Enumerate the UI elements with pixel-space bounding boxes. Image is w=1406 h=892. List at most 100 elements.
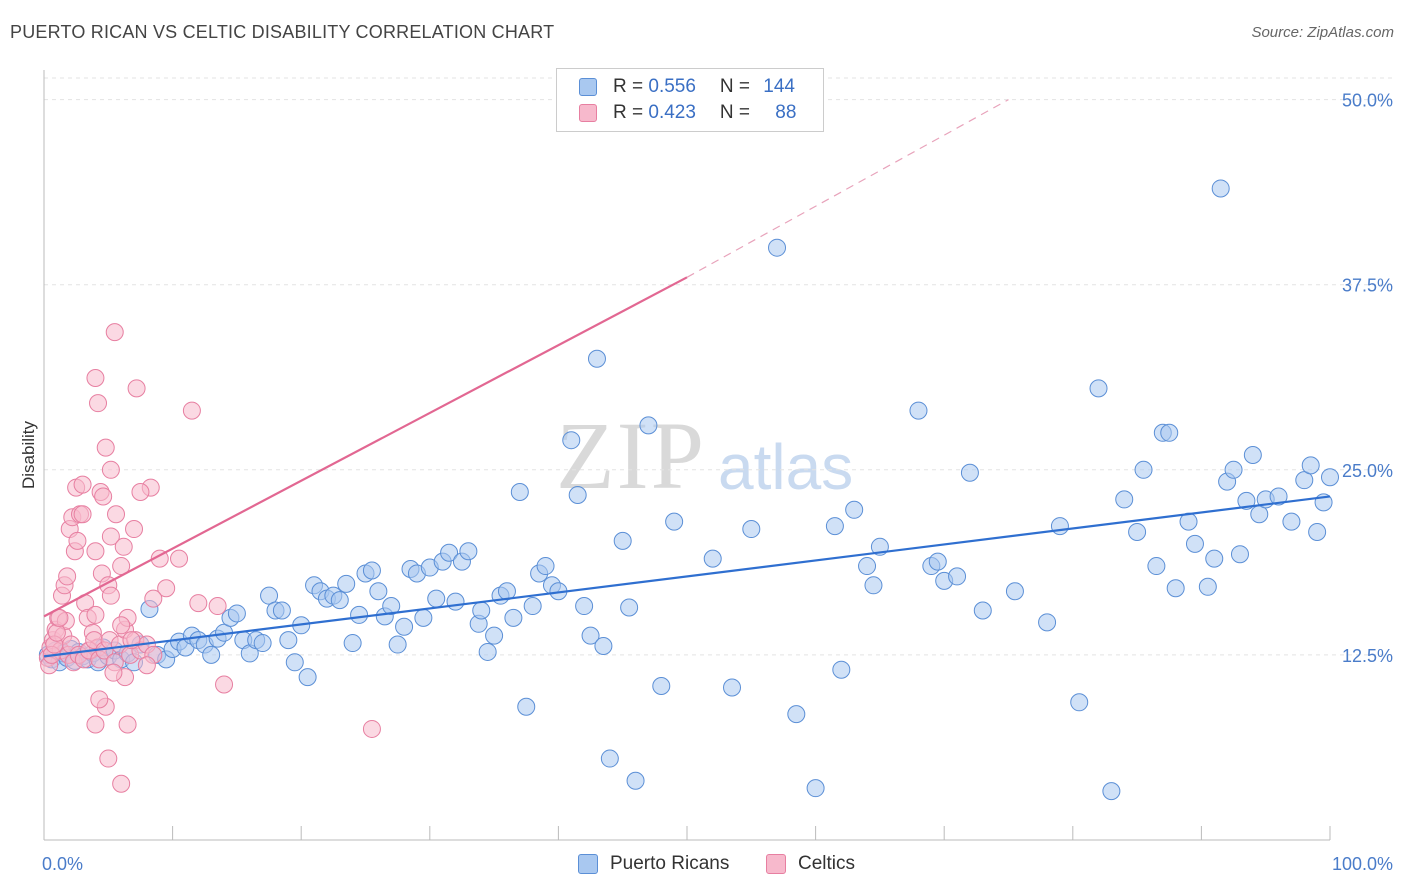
bottom-legend-celtics: Celtics xyxy=(766,851,855,877)
point-puerto-rican xyxy=(260,586,279,605)
point-puerto-rican xyxy=(279,631,298,650)
point-puerto-rican xyxy=(253,634,272,653)
point-puerto-rican xyxy=(427,589,446,608)
point-celtic xyxy=(157,579,176,598)
point-puerto-rican xyxy=(272,601,291,620)
watermark-atlas: atlas xyxy=(718,431,854,503)
point-puerto-rican xyxy=(639,416,658,435)
point-puerto-rican xyxy=(459,542,478,561)
point-puerto-rican xyxy=(395,617,414,636)
point-puerto-rican xyxy=(523,597,542,616)
legend-n-label: N = xyxy=(719,102,756,123)
point-puerto-rican xyxy=(652,677,671,695)
point-puerto-rican xyxy=(517,697,536,716)
bottom-legend-label: Celtics xyxy=(798,853,856,874)
point-puerto-rican xyxy=(575,597,594,616)
point-puerto-rican xyxy=(536,557,555,576)
bottom-legend-label: Puerto Ricans xyxy=(610,853,730,874)
legend-n-label: N = xyxy=(719,76,756,97)
point-celtic xyxy=(125,520,144,539)
point-celtic xyxy=(131,483,150,502)
point-puerto-rican xyxy=(485,626,504,645)
point-puerto-rican xyxy=(787,705,806,724)
point-puerto-rican xyxy=(1301,456,1320,475)
point-puerto-rican xyxy=(202,645,221,664)
point-celtic xyxy=(215,675,234,694)
legend-r-value: 0.556 xyxy=(648,76,696,97)
point-puerto-rican xyxy=(446,592,465,611)
legend-row-puerto-ricans: R = 0.556 N = 144 xyxy=(579,75,795,99)
point-puerto-rican xyxy=(723,678,742,697)
legend-swatch-celtics xyxy=(579,104,597,122)
point-puerto-rican xyxy=(510,483,529,502)
point-puerto-rican xyxy=(1115,490,1134,509)
point-puerto-rican xyxy=(1243,446,1262,464)
chart-title: PUERTO RICAN VS CELTIC DISABILITY CORREL… xyxy=(10,22,555,42)
point-puerto-rican xyxy=(948,567,967,586)
point-puerto-rican xyxy=(1295,471,1314,490)
point-puerto-rican xyxy=(1198,577,1217,596)
point-puerto-rican xyxy=(858,557,877,576)
point-puerto-rican xyxy=(960,463,979,482)
point-celtic xyxy=(86,715,105,734)
point-puerto-rican xyxy=(1128,523,1147,541)
legend-r-label: R = xyxy=(613,76,649,97)
point-celtic xyxy=(362,719,381,738)
point-puerto-rican xyxy=(1147,557,1166,576)
point-puerto-rican xyxy=(1070,693,1089,712)
y-axis-label: Disability xyxy=(19,420,38,489)
point-puerto-rican xyxy=(330,591,349,610)
point-celtic xyxy=(89,394,108,413)
point-puerto-rican xyxy=(1308,523,1327,541)
point-puerto-rican xyxy=(1237,491,1256,510)
point-puerto-rican xyxy=(227,604,246,623)
point-celtic xyxy=(208,597,227,616)
point-puerto-rican xyxy=(298,668,317,687)
point-puerto-rican xyxy=(1050,517,1069,536)
point-celtic xyxy=(96,438,115,457)
stats-legend: R = 0.556 N = 144 R = 0.423 N = 88 xyxy=(556,68,824,132)
point-celtic xyxy=(144,589,163,608)
point-celtic xyxy=(101,460,120,479)
point-puerto-rican xyxy=(1005,582,1024,601)
point-celtic xyxy=(137,656,156,675)
y-tick-label: 25.0% xyxy=(1342,461,1393,481)
point-celtic xyxy=(105,323,124,342)
y-tick-label: 12.5% xyxy=(1342,646,1393,666)
legend-swatch-puerto-ricans xyxy=(579,78,597,96)
x-tick-label-left: 0.0% xyxy=(42,854,83,874)
point-puerto-rican xyxy=(665,512,684,531)
point-puerto-rican xyxy=(587,349,606,368)
x-tick-label-right: 100.0% xyxy=(1332,854,1393,874)
point-puerto-rican xyxy=(1038,613,1057,632)
legend-row-celtics: R = 0.423 N = 88 xyxy=(579,101,796,125)
point-celtic xyxy=(73,505,92,524)
point-puerto-rican xyxy=(806,779,825,798)
point-puerto-rican xyxy=(832,660,851,679)
point-puerto-rican xyxy=(620,598,639,617)
point-puerto-rican xyxy=(594,637,613,656)
point-puerto-rican xyxy=(973,601,992,620)
point-celtic xyxy=(90,690,109,709)
point-puerto-rican xyxy=(1321,468,1339,487)
point-celtic xyxy=(47,623,66,642)
point-celtic xyxy=(107,505,126,524)
legend-r-label: R = xyxy=(613,102,649,123)
point-celtic xyxy=(112,774,131,793)
point-puerto-rican xyxy=(613,531,632,550)
point-puerto-rican xyxy=(1230,545,1249,564)
point-puerto-rican xyxy=(1185,534,1204,553)
point-celtic xyxy=(189,594,208,613)
point-puerto-rican xyxy=(562,431,581,450)
legend-n-value: 144 xyxy=(763,76,795,97)
point-puerto-rican xyxy=(626,771,645,790)
point-puerto-rican xyxy=(1160,423,1179,442)
point-puerto-rican xyxy=(388,635,407,654)
trendline-celtics xyxy=(43,276,688,618)
point-puerto-rican xyxy=(845,500,864,519)
point-puerto-rican xyxy=(1166,579,1185,598)
point-puerto-rican xyxy=(768,238,787,257)
point-celtic xyxy=(86,542,105,561)
point-celtic xyxy=(86,605,105,624)
point-puerto-rican xyxy=(285,653,304,672)
